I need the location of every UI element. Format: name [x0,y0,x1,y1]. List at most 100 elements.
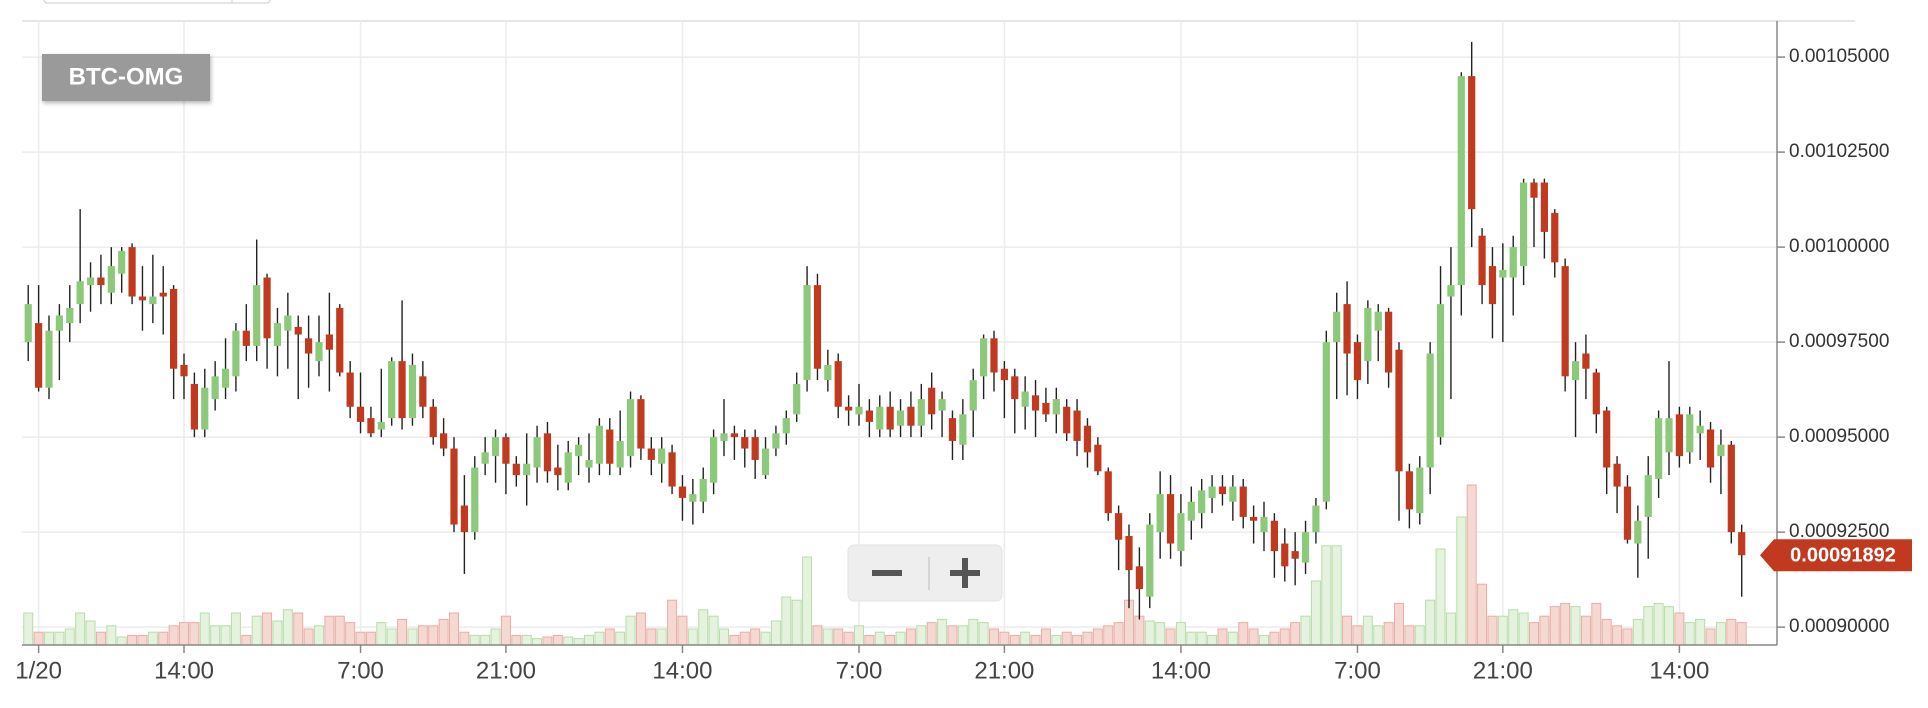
candle-body [1561,266,1569,377]
candle-body [1385,311,1393,373]
volume-bar [147,631,158,646]
volume-bar [760,631,771,646]
volume-bar [449,612,459,646]
candle-body [1270,520,1278,552]
volume-bar [843,631,854,646]
candle-body [938,399,946,411]
volume-bar [854,625,864,646]
candle-body [1146,524,1154,597]
volume-bar [220,625,231,646]
volume-bar [989,628,999,646]
volume-bar [802,556,813,646]
volume-bar [1684,622,1695,646]
candle-body [1634,520,1642,544]
volume-bar [1456,516,1467,646]
volume-bar [469,634,480,646]
volume-bar [1331,545,1342,646]
zoom-out-button[interactable] [872,570,902,576]
candle-body [325,334,333,350]
candle-body [1457,76,1465,286]
candle-body [1000,368,1008,381]
candle-body [1706,429,1715,468]
volume-bar [1227,631,1238,646]
candle-body [460,505,468,533]
x-tick-label: 14:00 [1649,657,1709,684]
volume-bar [106,625,117,646]
candle-body [720,433,728,441]
volume-bar [85,620,96,646]
volume-bar [1695,618,1706,646]
candle-body [751,437,759,460]
candle-body [1260,516,1268,533]
candle-body [1644,475,1652,517]
volume-bar [1726,618,1737,646]
volume-bar [1373,625,1384,646]
candle-body [1063,406,1071,434]
volume-bar [1082,631,1093,646]
volume-bar [1165,628,1176,646]
volume-bar [1092,628,1103,646]
volume-bar [791,599,802,646]
zoom-in-button[interactable] [950,558,980,588]
volume-bar [282,609,293,646]
candle-body [1530,182,1538,198]
candle-body [1603,410,1611,468]
candle-body [1312,505,1320,533]
volume-bar [1664,606,1674,646]
candle-body [1395,349,1403,472]
candle-body [1592,372,1600,415]
y-tick-label: 0.00100000 [1789,236,1889,257]
candle-body [221,368,230,388]
volume-bar [1342,615,1353,646]
volume-bar [937,618,948,646]
volume-bar [594,631,605,646]
volume-bar [199,612,210,646]
volume-bar [563,636,574,646]
volume-bar [158,631,169,646]
volume-bar [999,631,1010,646]
x-tick-label: 21:00 [476,657,536,684]
candle-body [336,307,344,373]
candle-body [1115,513,1123,540]
volume-bar [1580,615,1591,646]
candle-body [1436,304,1445,438]
candle-body [1301,532,1310,563]
candle-body [149,296,157,305]
volume-bar [33,631,44,646]
volume-bar [459,631,470,646]
candle-body [907,406,915,426]
volume-bar [677,615,688,646]
candle-body [1333,311,1341,343]
candle-body [876,406,884,430]
last-price-tag: 0.00091892 [1760,539,1912,572]
volume-bar [1508,609,1519,646]
volume-bar [687,628,698,646]
candle-body [253,285,261,346]
candle-body [1571,361,1580,381]
volume-bar [864,634,875,646]
volume-bar [500,615,511,646]
volume-bar [23,612,34,646]
top-control[interactable] [43,0,271,4]
volume-bar [1736,622,1747,646]
volume-bar [1632,618,1643,646]
candle-body [1675,414,1683,457]
last-price-marker [1760,539,1912,572]
volume-bar [1290,622,1301,646]
candle-body [741,437,749,449]
candle-body [1250,516,1258,521]
candle-body [367,418,375,434]
candle-body [315,342,323,362]
volume-bar [1715,622,1726,646]
candle-body [1416,467,1424,514]
candle-body [1021,391,1029,407]
candle-body [1488,266,1497,305]
volume-bar [1269,631,1280,646]
candle-body [1353,342,1362,381]
volume-bar [1362,615,1373,646]
volume-bar [1539,615,1550,646]
volume-bar [1383,622,1394,646]
candle-body [1322,342,1330,502]
volume-bar [1030,634,1041,646]
volume-bar [314,625,324,646]
